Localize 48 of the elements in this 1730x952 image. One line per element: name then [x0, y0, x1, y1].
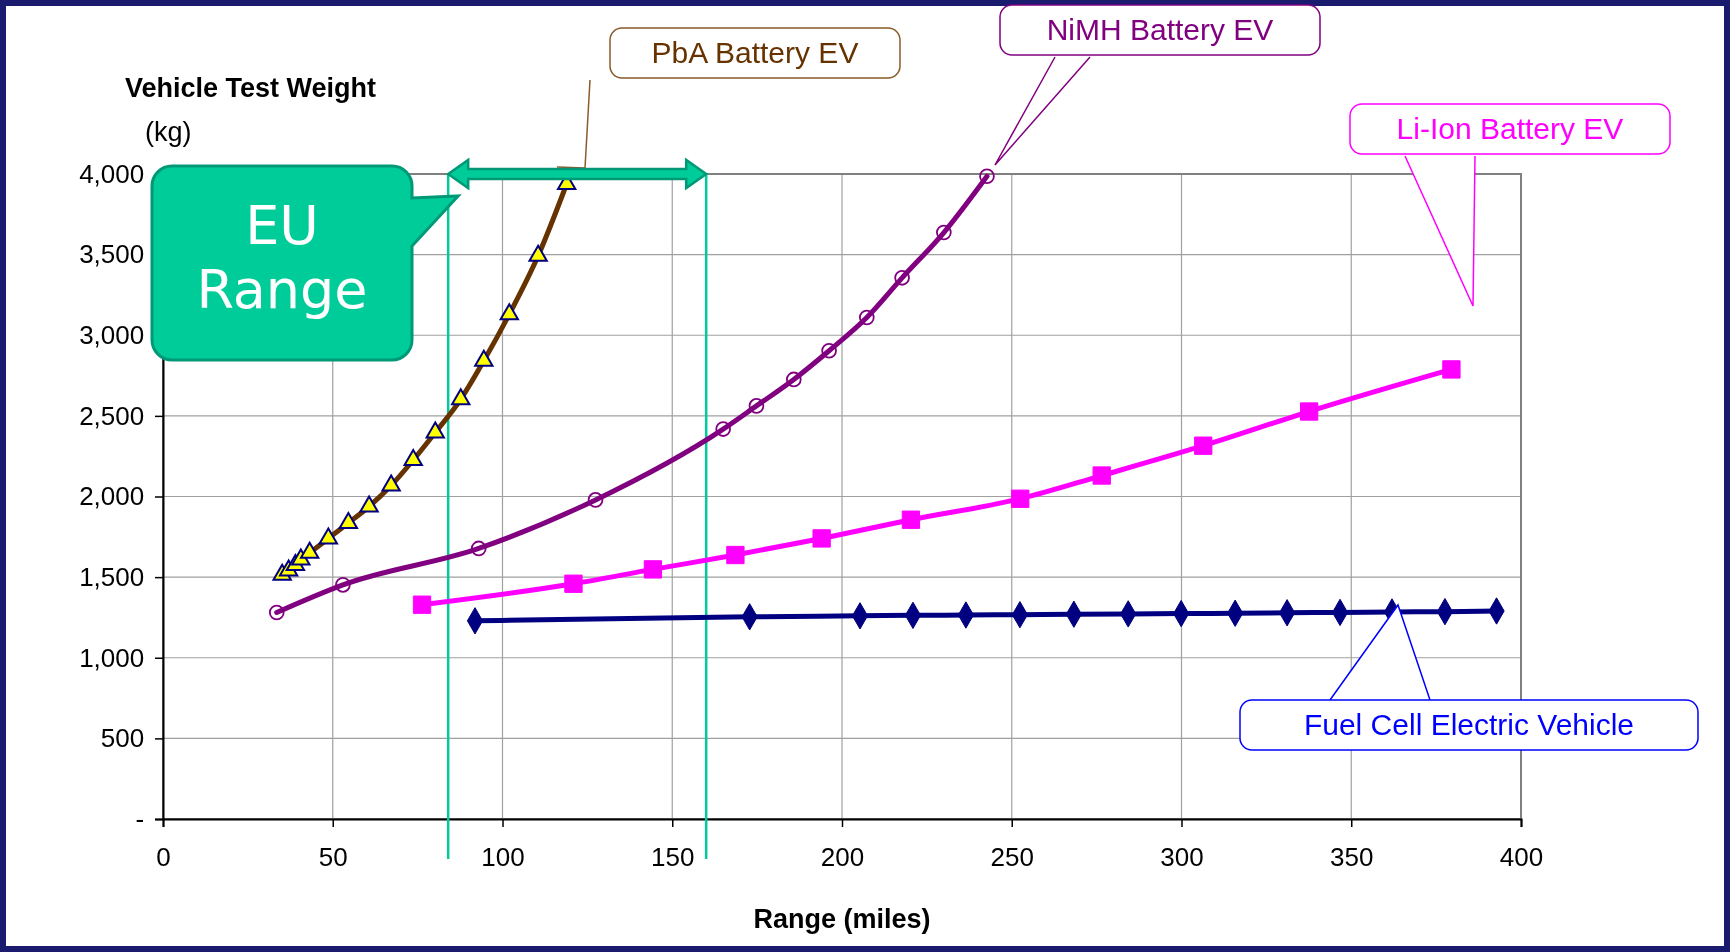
x-tick-label: 400: [1499, 842, 1544, 873]
point: [936, 224, 952, 241]
y-tick-label: 3,000: [79, 320, 145, 351]
point: [858, 309, 875, 326]
y-tick-label: 500: [100, 723, 145, 754]
y-tick-label: 1,500: [79, 561, 145, 592]
y-tick-label: 2,500: [79, 400, 145, 431]
x-tick-label: 350: [1330, 842, 1374, 873]
point: [1299, 402, 1319, 421]
point: [587, 492, 604, 508]
point: [1194, 436, 1213, 455]
y-tick-label: 2,000: [79, 481, 145, 512]
point: [412, 595, 432, 614]
text: Li-Ion Battery EV: [1396, 112, 1624, 145]
x-tick-label: 250: [990, 842, 1034, 873]
x-tick-label: 100: [481, 842, 525, 873]
y-tick-label: 3,500: [79, 239, 145, 270]
point: [715, 421, 731, 437]
y-tick-label: -: [135, 803, 145, 834]
y-tick-label: 4,000: [79, 158, 145, 189]
point: [643, 560, 663, 579]
point: [726, 545, 745, 565]
point: [785, 371, 802, 388]
point: [1442, 360, 1461, 379]
point: [1092, 466, 1111, 485]
point: [979, 168, 995, 185]
text: NiMH Battery EV: [1046, 13, 1274, 46]
annotation: EU Range: [196, 194, 368, 321]
point: [335, 577, 351, 593]
y-tick-label: 1,000: [79, 642, 145, 673]
x-tick-label: 150: [651, 842, 695, 873]
point: [812, 529, 831, 548]
x-tick-label: 200: [820, 842, 865, 873]
x-tick-label: 50: [318, 842, 348, 873]
point: [901, 510, 921, 529]
x-tick-label: 300: [1160, 842, 1204, 873]
x-axis-title: Range (miles): [753, 904, 931, 934]
text: Fuel Cell Electric Vehicle: [1303, 708, 1635, 741]
point: [894, 270, 910, 286]
x-tick-label: 0: [156, 842, 171, 873]
text: PbA Battery EV: [651, 36, 859, 69]
point: [1011, 489, 1030, 508]
point: [564, 574, 583, 593]
point: [268, 604, 285, 621]
point: [470, 540, 487, 557]
point: [821, 342, 837, 359]
y-axis-title: Vehicle Test Weight (kg): [125, 73, 377, 147]
point: [748, 398, 765, 414]
